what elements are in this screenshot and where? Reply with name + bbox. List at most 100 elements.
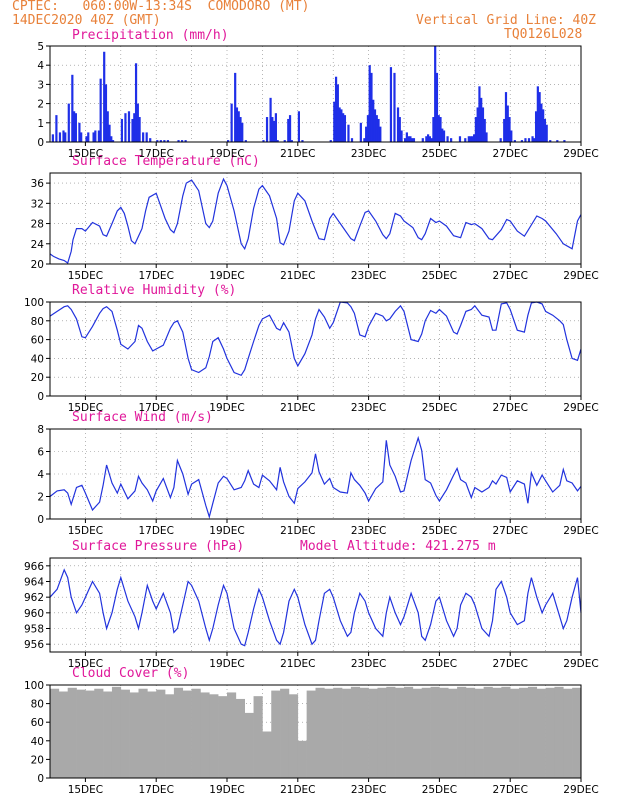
precipitation-bar (365, 126, 368, 142)
cloud-cover-ytick-label: 80 (31, 699, 44, 711)
cloud-cover-xtick-label: 17DEC (138, 784, 173, 796)
precipitation-bar (283, 140, 286, 142)
pressure-xtick-label: 29DEC (563, 658, 598, 670)
precipitation-bar (241, 122, 244, 142)
wind-xtick-label: 19DEC (209, 525, 244, 537)
precipitation-bar (230, 103, 233, 142)
cloud-cover-bar (563, 688, 573, 778)
precipitation-xtick-label: 25DEC (422, 148, 457, 160)
humidity-ytick-label: 0 (37, 391, 44, 403)
cloud-cover-bar (58, 691, 68, 778)
temperature-xtick-label: 19DEC (209, 270, 244, 282)
cloud-cover-bar (306, 690, 316, 778)
precipitation-bar (543, 118, 547, 142)
precipitation-bar (67, 103, 70, 142)
temperature-xtick-label: 25DEC (422, 270, 457, 282)
wind-xtick-label: 25DEC (422, 525, 457, 537)
cloud-cover-xtick-label: 25DEC (422, 784, 457, 796)
precipitation-bar (533, 138, 536, 142)
temperature-series-line (49, 177, 582, 264)
precipitation-bar (51, 134, 54, 142)
cloud-cover-bar (395, 687, 405, 778)
wind-xtick-label: 27DEC (492, 525, 527, 537)
precipitation-bar (407, 136, 410, 142)
precipitation-bar (411, 138, 414, 142)
pressure-ytick-label: 962 (24, 592, 44, 604)
pressure-series-line (49, 568, 582, 647)
cloud-cover-bar (315, 687, 325, 778)
precipitation-bar (540, 103, 543, 142)
precipitation-xtick-label: 27DEC (492, 148, 527, 160)
wind-frame (49, 428, 582, 520)
cloud-cover-bar (492, 687, 502, 778)
pressure-ytick-label: 956 (24, 639, 44, 651)
precipitation-bar (271, 117, 274, 142)
humidity-xtick-label: 23DEC (351, 402, 386, 414)
precipitation-bar (450, 138, 453, 142)
cloud-cover-bar (501, 686, 511, 778)
cloud-cover-bar (333, 687, 343, 778)
precipitation-bar (425, 136, 428, 142)
precipitation-bar (446, 136, 449, 142)
cloud-cover-bar (350, 686, 361, 778)
precipitation-bar (527, 138, 531, 142)
temperature-xtick-label: 23DEC (351, 270, 386, 282)
precipitation-bar (124, 113, 127, 142)
precipitation-bar (363, 138, 366, 142)
cloud-cover-bar (129, 692, 139, 778)
precipitation-bar (503, 118, 506, 142)
temperature-ytick-label: 24 (31, 239, 45, 251)
precipitation-bar (524, 138, 527, 142)
precipitation-bar (99, 78, 102, 142)
precipitation-ytick-label: 4 (37, 60, 44, 72)
precipitation-bar (469, 136, 472, 142)
cloud-cover-bar (377, 687, 387, 778)
cloud-cover-bar (191, 688, 201, 778)
humidity-xtick-label: 15DEC (68, 402, 103, 414)
cloud-cover-bar (510, 688, 520, 778)
precipitation-bar (513, 140, 516, 142)
cloud-cover-ytick-label: 20 (31, 754, 44, 766)
precipitation-bar (133, 113, 136, 142)
cloud-cover-bar (342, 688, 352, 778)
precipitation-bar (106, 111, 109, 142)
cloud-cover-ytick-label: 40 (31, 736, 44, 748)
precipitation-bar (409, 136, 412, 142)
pressure-ytick-label: 958 (24, 624, 44, 636)
humidity-series-line (49, 301, 582, 377)
header-model-id: TQ0126L028 (504, 27, 583, 42)
precipitation-ytick-label: 3 (37, 79, 44, 91)
precipitation-bar (62, 130, 65, 142)
precipitation-bar (483, 118, 486, 142)
humidity-xtick-label: 19DEC (209, 402, 244, 414)
precipitation-bar (480, 97, 483, 142)
humidity-ytick-label: 60 (31, 335, 44, 347)
cloud-cover-bar (209, 694, 219, 778)
cloud-cover-bar (271, 690, 281, 778)
humidity-xtick-label: 27DEC (492, 402, 527, 414)
precipitation-bar (184, 140, 187, 142)
precipitation-bar (343, 115, 347, 142)
wind-xtick-label: 29DEC (563, 525, 598, 537)
precipitation-bar (464, 138, 467, 142)
temperature-title: Surface Temperature (nC) (72, 154, 260, 169)
precipitation-bar (485, 132, 488, 142)
precipitation-bar (393, 72, 396, 142)
precipitation-bar (474, 117, 477, 142)
cloud-cover-bar (324, 688, 334, 778)
header-grid-line: Vertical Grid Line: 40Z (416, 13, 597, 28)
precipitation-bar (334, 76, 338, 142)
cloud-cover-bar (111, 686, 122, 778)
precipitation-bar (142, 132, 145, 142)
precipitation-bar (481, 107, 485, 142)
precipitation-ytick-label: 2 (37, 99, 44, 111)
precipitation-bar (78, 122, 81, 142)
precipitation-bar (340, 109, 343, 142)
cloud-cover-bar (404, 686, 414, 778)
precipitation-bar (549, 140, 552, 142)
cloud-cover-bar (85, 690, 95, 778)
cloud-cover-bar (519, 687, 529, 778)
precipitation-bar (180, 140, 184, 142)
precipitation-bar (111, 140, 115, 142)
